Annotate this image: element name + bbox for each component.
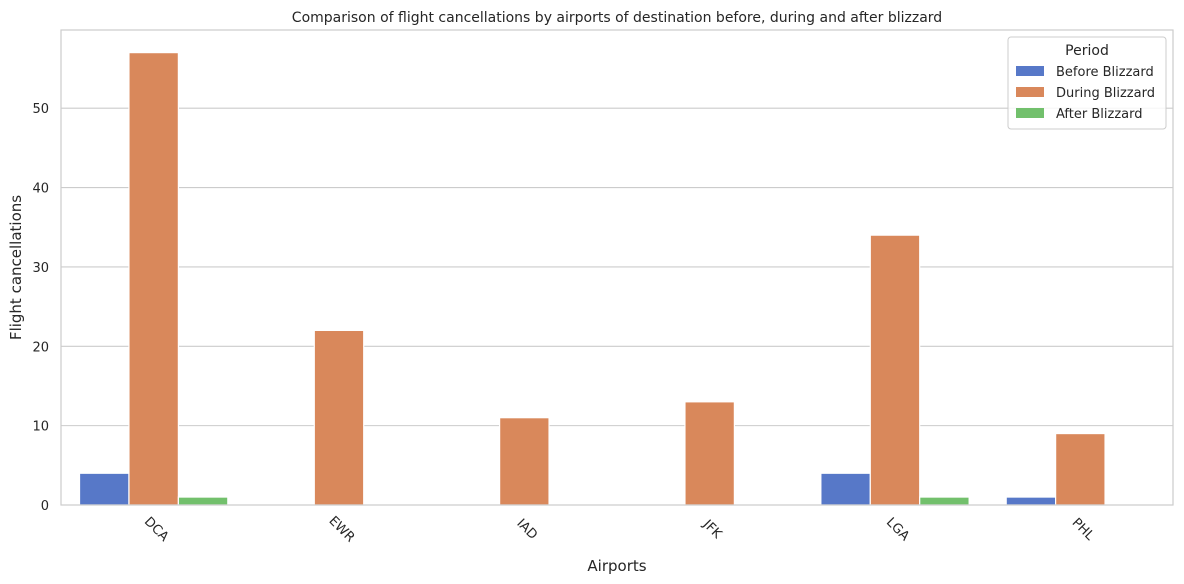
legend-swatch xyxy=(1016,66,1044,76)
bar xyxy=(1055,432,1106,506)
x-tick-label: IAD xyxy=(513,516,540,543)
legend-label: After Blizzard xyxy=(1056,107,1142,122)
chart-title: Comparison of flight cancellations by ai… xyxy=(292,10,942,26)
y-tick-label: 20 xyxy=(32,340,49,355)
legend-box xyxy=(1007,36,1167,130)
bar xyxy=(128,52,179,506)
legend-swatch xyxy=(1016,108,1044,118)
legend-label: Before Blizzard xyxy=(1056,65,1154,80)
y-tick-label: 50 xyxy=(32,102,49,117)
plot-frame xyxy=(60,29,1174,506)
y-tick-label: 40 xyxy=(32,182,49,197)
bar xyxy=(684,401,735,506)
x-tick-label: DCA xyxy=(141,514,171,544)
x-axis-ticks: DCA EWR IAD JFK LGA PHL xyxy=(141,514,1097,546)
x-tick-label: JFK xyxy=(699,516,725,542)
bar xyxy=(919,496,970,506)
bars xyxy=(78,52,1106,506)
bar xyxy=(78,472,130,506)
legend-label: During Blizzard xyxy=(1056,86,1155,101)
bar xyxy=(1005,496,1057,506)
legend-title: Period xyxy=(1065,43,1109,59)
x-axis-label: Airports xyxy=(587,557,646,575)
bar xyxy=(869,234,921,506)
y-tick-label: 30 xyxy=(32,261,49,276)
legend-items: Before Blizzard During Blizzard After Bliz… xyxy=(1016,65,1155,122)
bar xyxy=(499,417,550,506)
y-axis-label: Flight cancellations xyxy=(7,195,25,340)
y-axis-ticks: 0 10 20 30 40 50 xyxy=(32,102,49,514)
legend-swatch xyxy=(1016,87,1044,97)
bar xyxy=(177,496,229,506)
x-tick-label: EWR xyxy=(326,514,358,546)
bar xyxy=(313,329,365,506)
gridlines xyxy=(61,107,1173,506)
bar xyxy=(820,472,871,506)
y-tick-label: 10 xyxy=(32,420,49,435)
y-tick-label: 0 xyxy=(41,499,49,514)
legend: Period Before Blizzard During Blizzard Aft… xyxy=(1007,36,1167,130)
x-tick-label: LGA xyxy=(883,515,912,544)
x-tick-label: PHL xyxy=(1069,515,1098,544)
